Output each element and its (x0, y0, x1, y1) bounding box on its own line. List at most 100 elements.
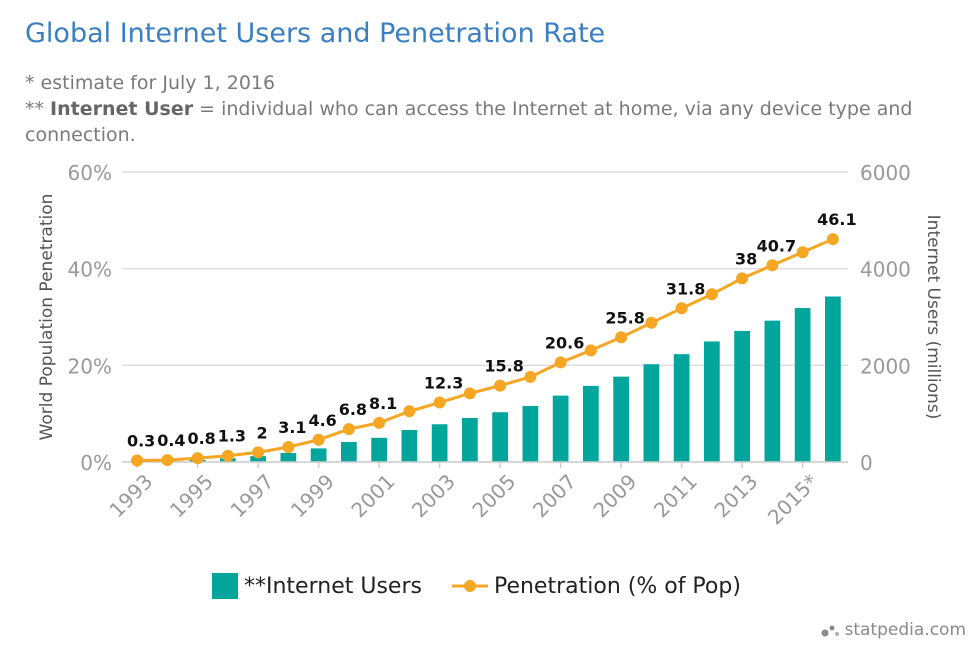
data-label-penetration: 0.3 (127, 432, 155, 451)
y-tick-label-right: 2000 (860, 354, 911, 378)
data-label-penetration: 0.8 (187, 429, 215, 448)
bar-internet-users (794, 308, 811, 462)
y-tick-label-left: 0% (80, 451, 112, 475)
point-penetration (766, 259, 779, 272)
point-penetration (584, 344, 597, 357)
legend-label-penetration: Penetration (% of Pop) (493, 573, 741, 599)
subtitle-note-definition: ** Internet User = individual who can ac… (25, 96, 975, 148)
bar-internet-users (310, 448, 327, 462)
point-penetration (403, 405, 416, 418)
chart-subtitle: * estimate for July 1, 2016 ** Internet … (25, 70, 975, 148)
chart-legend: **Internet Users Penetration (% of Pop) (212, 566, 771, 606)
x-tick-label: 2011 (649, 469, 702, 522)
point-penetration (282, 441, 295, 454)
point-penetration (252, 446, 265, 459)
note-term: Internet User (50, 98, 194, 120)
point-penetration (554, 356, 567, 369)
y-tick-label-left: 20% (68, 354, 112, 378)
x-tick-label: 2005 (467, 469, 520, 522)
y-tick-label-right: 0 (860, 451, 873, 475)
data-label-penetration: 46.1 (817, 210, 856, 229)
point-penetration (342, 423, 355, 436)
x-tick-label: 2007 (528, 469, 581, 522)
bar-internet-users (825, 296, 841, 462)
data-label-penetration: 6.8 (339, 400, 367, 419)
statpedia-logo-icon (821, 625, 839, 637)
bar-internet-users (492, 412, 508, 462)
note-text: = individual who can access the Internet… (25, 98, 913, 146)
bar-internet-users (734, 330, 750, 462)
bar-internet-users (401, 430, 418, 462)
bar-internet-users (583, 385, 599, 462)
y-axis-title-left: World Population Penetration (37, 194, 57, 441)
x-tick-label: 1999 (286, 469, 339, 522)
point-penetration (131, 454, 144, 467)
bar-internet-users (431, 424, 448, 462)
y-tick-label-left: 60% (68, 161, 112, 185)
point-penetration (615, 331, 628, 344)
bar-internet-users (613, 376, 629, 462)
data-label-penetration: 15.8 (484, 357, 523, 376)
x-tick-label: 1997 (225, 469, 278, 522)
point-penetration (312, 433, 325, 446)
legend-label-internet-users: **Internet Users (244, 573, 422, 599)
data-label-penetration: 0.4 (157, 431, 185, 450)
legend-bar-swatch (212, 573, 238, 599)
y-tick-label-left: 40% (68, 258, 112, 282)
point-penetration (463, 387, 476, 400)
point-penetration (705, 288, 718, 301)
note-prefix: ** (25, 98, 51, 120)
data-label-penetration: 4.6 (308, 411, 336, 430)
point-penetration (161, 454, 174, 467)
legend-line-swatch (451, 580, 488, 592)
bar-internet-users (371, 437, 387, 462)
data-label-penetration: 38 (735, 249, 757, 268)
point-penetration (796, 246, 809, 259)
subtitle-note-estimate: * estimate for July 1, 2016 (25, 72, 276, 94)
x-tick-label: 2015* (763, 469, 823, 529)
bar-internet-users (250, 456, 266, 462)
point-penetration (433, 396, 446, 409)
bar-internet-users (462, 418, 478, 462)
point-penetration (494, 379, 507, 392)
y-axis-title-right: Internet Users (millions) (923, 215, 943, 420)
data-label-penetration: 2 (257, 423, 268, 442)
data-label-penetration: 20.6 (545, 333, 584, 352)
bar-internet-users (522, 405, 539, 462)
point-penetration (826, 233, 839, 246)
data-label-penetration: 31.8 (666, 279, 705, 298)
point-penetration (736, 272, 749, 285)
legend-item-penetration[interactable]: Penetration (% of Pop) (451, 573, 741, 599)
legend-item-internet-users[interactable]: **Internet Users (212, 573, 422, 599)
bar-internet-users (341, 442, 357, 462)
point-penetration (373, 416, 386, 429)
point-penetration (191, 452, 204, 465)
data-label-penetration: 1.3 (218, 427, 246, 446)
bar-internet-users (764, 320, 781, 462)
point-penetration (645, 316, 658, 329)
bar-internet-users (552, 395, 569, 462)
watermark-text: statpedia.com (844, 620, 967, 640)
point-penetration (221, 449, 234, 462)
bar-internet-users (673, 354, 690, 462)
bar-internet-users (704, 341, 720, 462)
x-tick-label: 2001 (346, 469, 399, 522)
watermark: statpedia.com (821, 620, 967, 640)
x-tick-label: 2013 (709, 469, 762, 522)
data-label-penetration: 25.8 (605, 308, 644, 327)
bar-internet-users (280, 452, 297, 462)
chart-title: Global Internet Users and Penetration Ra… (25, 18, 606, 49)
x-tick-label: 1993 (104, 469, 157, 522)
data-label-penetration: 40.7 (757, 236, 796, 255)
x-tick-label: 2003 (407, 469, 460, 522)
y-tick-label-right: 4000 (860, 258, 911, 282)
bar-internet-users (643, 364, 660, 462)
point-penetration (524, 370, 537, 383)
x-tick-label: 1995 (165, 469, 218, 522)
data-label-penetration: 8.1 (369, 394, 397, 413)
data-label-penetration: 12.3 (424, 374, 463, 393)
data-label-penetration: 3.1 (278, 418, 306, 437)
x-tick-label: 2009 (588, 469, 641, 522)
y-tick-label-right: 6000 (860, 161, 911, 185)
